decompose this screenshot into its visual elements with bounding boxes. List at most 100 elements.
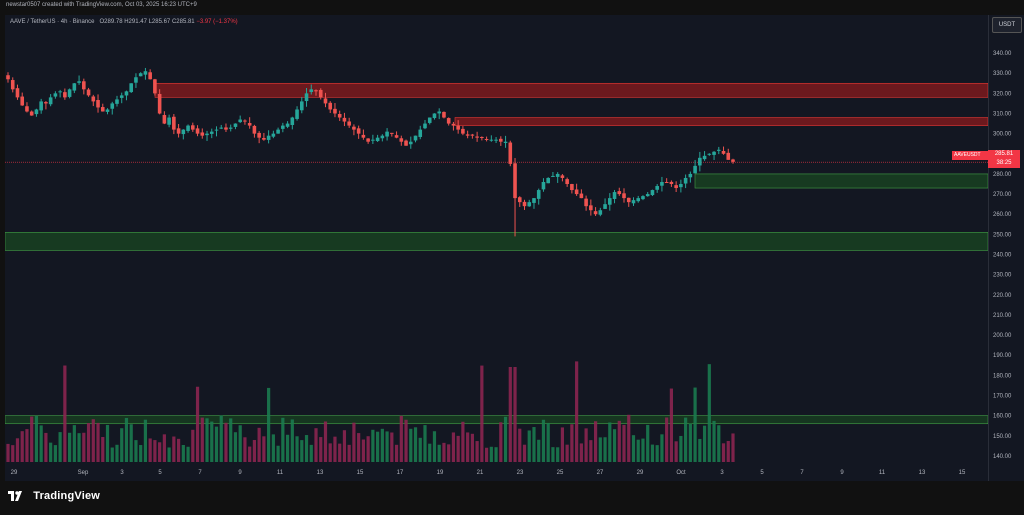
volume-bar [451, 432, 456, 462]
candle-body [6, 75, 10, 80]
volume-bar [522, 444, 527, 462]
volume-bar [707, 364, 711, 462]
price-tick-label: 260.00 [993, 212, 1012, 218]
volume-bar [91, 419, 95, 462]
volume-bar [584, 428, 588, 462]
volume-bar [598, 437, 602, 462]
price-tick-label: 300.00 [993, 132, 1012, 138]
tradingview-logo[interactable]: TradingView [8, 490, 100, 502]
currency-button[interactable]: USDT [992, 17, 1022, 33]
credit-text: newstar0507 created with TradingView.com… [6, 2, 197, 8]
volume-bar [181, 444, 185, 462]
candle-body [124, 91, 129, 96]
candle-body [494, 139, 498, 141]
candle-body [134, 77, 138, 83]
candle-body [456, 125, 460, 130]
candle-body [352, 126, 356, 130]
candle-body [499, 138, 503, 142]
candle-body [418, 129, 423, 137]
date-tick-label: 7 [198, 470, 202, 476]
last-price: 285.81 [994, 151, 1014, 157]
volume-bar [333, 436, 337, 462]
price-tick-label: 240.00 [993, 253, 1012, 259]
chart-plot-area[interactable]: 29 Sep 3 5 7 9 11 13 15 17 19 21 23 25 27 29 Oct 3 5 7 9 11 13… [5, 15, 988, 481]
candle-body [276, 129, 280, 134]
volume-bar [399, 415, 403, 462]
volume-bar [593, 421, 598, 462]
candle-body [399, 138, 404, 142]
candle-body [63, 92, 67, 98]
candle-body [34, 109, 39, 115]
volume-bar [195, 386, 200, 462]
candle-body [53, 93, 58, 97]
candle-body [10, 80, 15, 90]
candle-body [333, 108, 337, 114]
date-tick-label: 11 [277, 470, 284, 476]
volume-zone [5, 415, 988, 425]
candle-body [584, 198, 588, 207]
brand-name: TradingView [33, 490, 101, 502]
price-tick-label: 140.00 [993, 454, 1012, 460]
ohlc-open: O289.78 [99, 19, 123, 25]
candle-body [262, 137, 266, 140]
candle-body [110, 103, 115, 109]
volume-bar [243, 437, 247, 462]
volume-bar [172, 436, 176, 462]
symbol-legend: AAVE / TetherUS · 4h · Binance O289.78 H… [10, 19, 238, 25]
volume-bar [219, 415, 223, 462]
candlestick-chart[interactable]: 29 Sep 3 5 7 9 11 13 15 17 19 21 23 25 27 29 Oct 3 5 7 9 11 13… [5, 15, 988, 481]
candle-body [446, 118, 451, 124]
candle-body [712, 151, 716, 155]
candle-body [726, 152, 731, 160]
volume-bar [442, 442, 446, 462]
volume-bar [721, 443, 726, 462]
candle-body [607, 198, 612, 205]
volume-bar [110, 447, 114, 462]
candle-body [513, 163, 517, 199]
volume-bar [248, 446, 252, 462]
support-zone [5, 232, 988, 251]
date-tick-label: 17 [397, 470, 404, 476]
volume-bar [456, 435, 460, 462]
volume-bar [366, 436, 370, 462]
candle-body [555, 173, 560, 177]
candle-body [679, 184, 683, 188]
candle-body [200, 132, 205, 136]
candle-body [238, 119, 242, 123]
volume-bar [86, 423, 91, 462]
volume-bar [338, 443, 342, 462]
candle-body [394, 135, 399, 138]
price-axis[interactable]: 340.00330.00320.00310.00300.00290.00280.… [988, 15, 1024, 481]
volume-bar [688, 423, 692, 462]
volume-bar [77, 433, 81, 462]
date-tick-label: 13 [317, 470, 324, 476]
volume-bar [418, 437, 422, 462]
volume-bar [68, 432, 72, 462]
date-tick-label: 11 [879, 470, 886, 476]
resistance-zone [154, 82, 988, 98]
volume-bar [20, 431, 24, 462]
candle-body [570, 184, 574, 191]
candle-body [427, 117, 432, 123]
volume-bar [328, 443, 332, 462]
date-tick-label: 5 [760, 470, 764, 476]
volume-bar [304, 435, 309, 462]
candle-body [266, 135, 271, 140]
volume-bar [25, 429, 29, 462]
volume-bar [314, 428, 318, 462]
candle-body [622, 193, 626, 199]
bar-countdown: 38:25 [996, 160, 1012, 166]
candle-body [480, 136, 484, 138]
candle-body [91, 96, 96, 102]
volume-bar [461, 421, 465, 462]
price-tick-label: 160.00 [993, 414, 1012, 420]
candle-body [290, 117, 295, 125]
candle-body [318, 89, 323, 98]
candle-body [716, 149, 721, 151]
volume-bar [281, 417, 285, 462]
candle-body [148, 72, 152, 80]
price-tick-label: 280.00 [993, 172, 1012, 178]
price-axis-ticks: 340.00330.00320.00310.00300.00290.00280.… [993, 51, 1012, 460]
volume-bar [466, 432, 470, 462]
candle-body [565, 179, 569, 185]
